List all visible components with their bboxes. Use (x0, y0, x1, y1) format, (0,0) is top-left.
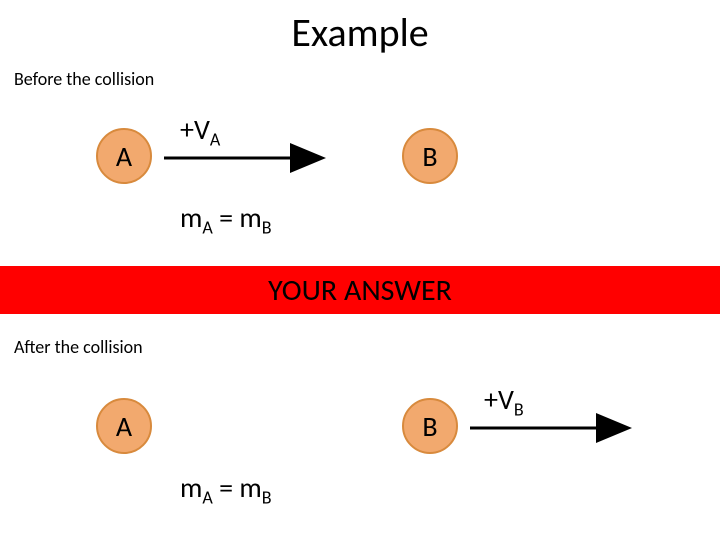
after-mass-right-sub: B (262, 487, 272, 509)
after-mass-eq: = (213, 470, 240, 505)
after-mass-label: mA = mB (180, 470, 272, 509)
after-mass-left-sub: A (202, 487, 212, 509)
after-arrow (0, 0, 720, 540)
after-mass-right-prefix: m (239, 470, 261, 505)
after-mass-left-prefix: m (180, 470, 202, 505)
